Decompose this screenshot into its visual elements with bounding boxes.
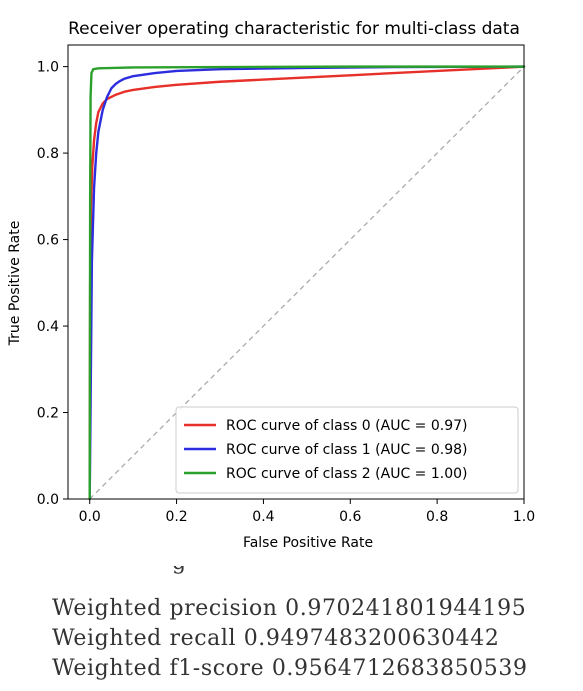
roc-curve-class-0 bbox=[88, 65, 526, 501]
metrics-output: Weighted precision 0.970241801944195 Wei… bbox=[52, 594, 528, 684]
truncated-text-fragment: g bbox=[172, 566, 184, 578]
weighted-f1-line: Weighted f1-score 0.9564712683850539 bbox=[52, 656, 528, 681]
y-tick-label: 0.8 bbox=[37, 146, 59, 162]
y-tick-label: 0.6 bbox=[37, 233, 59, 249]
y-tick-label: 1.0 bbox=[37, 60, 59, 76]
legend-label-class-2: ROC curve of class 2 (AUC = 1.00) bbox=[226, 466, 467, 482]
y-tick-label: 0.2 bbox=[37, 406, 59, 422]
plot-frame bbox=[67, 44, 525, 500]
x-tick-label: 0.0 bbox=[79, 509, 101, 525]
y-tick-label: 0.0 bbox=[37, 492, 59, 508]
x-tick-label: 1.0 bbox=[513, 509, 535, 525]
roc-chart: Receiver operating characteristic for mu… bbox=[7, 19, 535, 551]
weighted-recall-line: Weighted recall 0.9497483200630442 bbox=[52, 626, 500, 651]
plot-area: 0.0 0.2 0.4 0.6 0.8 1.0 0.0 0.2 0.4 0.6 0.8 1.0 ROC … bbox=[37, 44, 535, 525]
x-tick-label: 0.6 bbox=[339, 509, 361, 525]
x-axis-label: False Positive Rate bbox=[243, 535, 373, 551]
legend-label-class-0: ROC curve of class 0 (AUC = 0.97) bbox=[226, 418, 467, 434]
legend-box bbox=[175, 406, 519, 494]
x-tick-label: 0.4 bbox=[252, 509, 274, 525]
y-axis-label: True Positive Rate bbox=[7, 221, 23, 347]
legend-label-class-1: ROC curve of class 1 (AUC = 0.98) bbox=[226, 442, 467, 458]
weighted-precision-line: Weighted precision 0.970241801944195 bbox=[52, 596, 527, 621]
chart-title: Receiver operating characteristic for mu… bbox=[68, 19, 520, 39]
chance-diagonal-line bbox=[89, 66, 525, 500]
y-tick-label: 0.4 bbox=[37, 319, 59, 335]
roc-curve-class-2 bbox=[88, 65, 526, 501]
roc-curve-class-1 bbox=[88, 65, 526, 501]
x-tick-label: 0.2 bbox=[165, 509, 187, 525]
x-tick-label: 0.8 bbox=[426, 509, 448, 525]
